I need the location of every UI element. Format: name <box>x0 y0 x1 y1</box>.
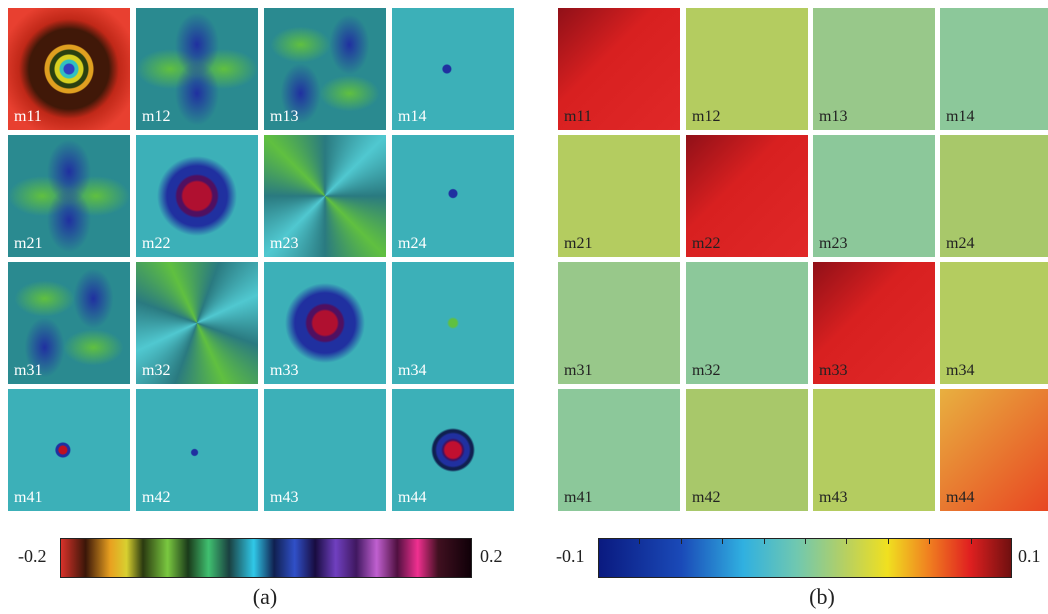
tile: m22 <box>686 135 808 257</box>
tile-label: m34 <box>946 362 974 380</box>
tile-label: m14 <box>946 108 974 126</box>
tile: m33 <box>813 262 935 384</box>
tile: m41 <box>8 389 130 511</box>
tile-label: m23 <box>270 235 298 253</box>
colorbar-tick <box>639 538 640 544</box>
colorbar-max: 0.1 <box>1018 546 1041 567</box>
tile-label: m21 <box>564 235 592 253</box>
tile: m13 <box>264 8 386 130</box>
tile: m21 <box>558 135 680 257</box>
colorbar-tick <box>805 538 806 544</box>
tile-label: m44 <box>398 489 426 507</box>
tile-label: m34 <box>398 362 426 380</box>
tile: m21 <box>8 135 130 257</box>
colorbar-min: -0.2 <box>18 546 47 567</box>
tile-label: m41 <box>14 489 42 507</box>
tile-label: m32 <box>142 362 170 380</box>
colorbar <box>598 538 1012 578</box>
tile: m12 <box>136 8 258 130</box>
tile: m34 <box>940 262 1048 384</box>
tile-label: m33 <box>270 362 298 380</box>
tile-label: m23 <box>819 235 847 253</box>
figure: -0.2 0.2 -0.1 0.1 (a) (b) m11 m12 m13 m14 m2… <box>0 0 1048 614</box>
colorbar-tick <box>929 538 930 544</box>
tile-label: m43 <box>270 489 298 507</box>
tile-label: m24 <box>398 235 426 253</box>
tile: m14 <box>392 8 514 130</box>
tile-label: m22 <box>692 235 720 253</box>
tile-label: m12 <box>692 108 720 126</box>
tile: m41 <box>558 389 680 511</box>
tile-label: m13 <box>819 108 847 126</box>
tile-label: m44 <box>946 489 974 507</box>
tile: m14 <box>940 8 1048 130</box>
tile: m44 <box>392 389 514 511</box>
tile-label: m11 <box>564 108 592 126</box>
tile: m43 <box>813 389 935 511</box>
tile: m23 <box>264 135 386 257</box>
tile: m44 <box>940 389 1048 511</box>
tile: m31 <box>8 262 130 384</box>
tile-label: m43 <box>819 489 847 507</box>
tile-label: m31 <box>564 362 592 380</box>
tile-label: m21 <box>14 235 42 253</box>
colorbar-tick <box>764 538 765 544</box>
tile-label: m11 <box>14 108 42 126</box>
tile: m13 <box>813 8 935 130</box>
colorbar-max: 0.2 <box>480 546 503 567</box>
tile-label: m12 <box>142 108 170 126</box>
tile-label: m41 <box>564 489 592 507</box>
colorbar-tick <box>888 538 889 544</box>
tile-label: m32 <box>692 362 720 380</box>
tile-label: m13 <box>270 108 298 126</box>
tile-label: m22 <box>142 235 170 253</box>
tile: m42 <box>686 389 808 511</box>
colorbar-tick <box>722 538 723 544</box>
tile-label: m24 <box>946 235 974 253</box>
tile-label: m33 <box>819 362 847 380</box>
tile: m33 <box>264 262 386 384</box>
tile: m34 <box>392 262 514 384</box>
colorbar-tick <box>681 538 682 544</box>
colorbar <box>60 538 472 578</box>
tile-label: m42 <box>692 489 720 507</box>
caption: (b) <box>809 584 835 610</box>
colorbar-tick <box>846 538 847 544</box>
tile: m32 <box>136 262 258 384</box>
tile: m11 <box>558 8 680 130</box>
tile-label: m42 <box>142 489 170 507</box>
tile-label: m31 <box>14 362 42 380</box>
tile: m43 <box>264 389 386 511</box>
tile: m11 <box>8 8 130 130</box>
tile: m32 <box>686 262 808 384</box>
tile: m24 <box>392 135 514 257</box>
tile: m23 <box>813 135 935 257</box>
colorbar-min: -0.1 <box>556 546 585 567</box>
tile: m31 <box>558 262 680 384</box>
tile: m24 <box>940 135 1048 257</box>
colorbar-tick <box>971 538 972 544</box>
tile-label: m14 <box>398 108 426 126</box>
tile: m22 <box>136 135 258 257</box>
caption: (a) <box>253 584 277 610</box>
tile: m12 <box>686 8 808 130</box>
tile: m42 <box>136 389 258 511</box>
